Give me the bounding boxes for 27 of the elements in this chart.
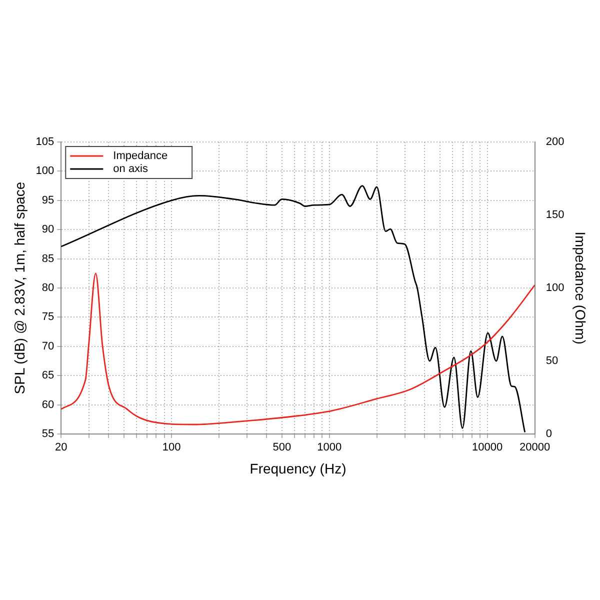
- y2-axis-title: Impedance (Ohm): [572, 232, 589, 344]
- y-tick-label: 70: [42, 340, 54, 352]
- x-tick-label: 10000: [472, 442, 503, 454]
- x-tick-label: 100: [162, 442, 181, 454]
- x-tick-label: 1000: [317, 442, 342, 454]
- y-tick-label: 60: [42, 398, 54, 411]
- y2-tick-label: 0: [546, 428, 552, 440]
- y-axis-title: SPL (dB) @ 2.83V, 1m, half space: [11, 182, 28, 394]
- y-tick-label: 65: [42, 370, 54, 382]
- legend-label: on axis: [113, 163, 149, 176]
- y2-tick-label: 100: [546, 282, 564, 294]
- x-tick-label: 500: [272, 442, 292, 454]
- y-tick-label: 75: [42, 311, 54, 324]
- y2-tick-label: 150: [546, 209, 564, 222]
- y-tick-label: 90: [42, 224, 54, 236]
- y-tick-label: 85: [42, 252, 54, 265]
- y-tick-label: 95: [42, 194, 54, 206]
- x-tick-label: 20: [55, 442, 68, 454]
- legend-label: Impedance: [113, 150, 168, 162]
- x-tick-label: 20000: [520, 442, 550, 454]
- y2-tick-label: 200: [546, 136, 564, 148]
- y-tick-label: 55: [42, 428, 54, 440]
- y-tick-label: 105: [36, 136, 54, 148]
- x-axis-title: Frequency (Hz): [250, 460, 346, 476]
- y-tick-label: 80: [42, 282, 54, 294]
- y2-tick-label: 50: [546, 355, 558, 368]
- y-tick-label: 100: [36, 165, 54, 178]
